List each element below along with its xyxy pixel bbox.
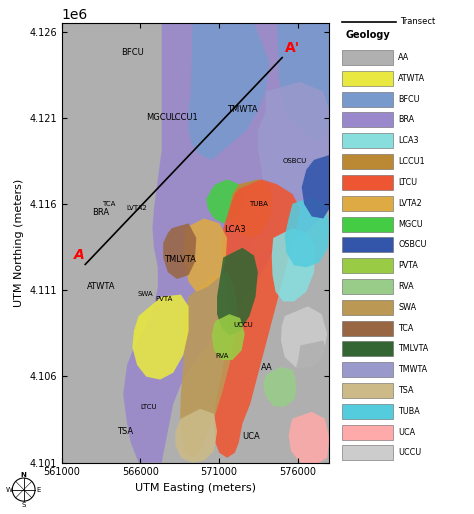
Bar <box>342 50 393 65</box>
Text: Transect: Transect <box>400 17 435 26</box>
Text: PVTA: PVTA <box>398 261 418 270</box>
Polygon shape <box>289 412 329 465</box>
Text: SWA: SWA <box>137 291 153 297</box>
Text: A: A <box>74 248 85 262</box>
Text: TMWTA: TMWTA <box>398 365 428 374</box>
Bar <box>342 362 393 377</box>
Bar <box>342 279 393 294</box>
Text: LCA3: LCA3 <box>224 226 246 234</box>
Bar <box>342 383 393 398</box>
Polygon shape <box>272 228 316 302</box>
Bar <box>342 446 393 461</box>
Text: ATWTA: ATWTA <box>87 282 115 291</box>
Text: UCA: UCA <box>398 428 416 437</box>
Text: OSBCU: OSBCU <box>398 241 427 249</box>
Polygon shape <box>175 409 217 463</box>
Text: TMWTA: TMWTA <box>228 105 258 114</box>
Text: SWA: SWA <box>398 303 417 312</box>
Bar <box>342 425 393 439</box>
Text: UCA: UCA <box>242 432 260 441</box>
Bar <box>342 71 393 86</box>
Polygon shape <box>281 306 327 368</box>
Text: TSA: TSA <box>398 386 414 395</box>
Text: TMLVTA: TMLVTA <box>398 344 428 354</box>
Text: BRA: BRA <box>92 208 109 217</box>
Bar <box>342 154 393 169</box>
Bar <box>342 300 393 315</box>
Polygon shape <box>285 197 329 267</box>
Polygon shape <box>295 341 329 409</box>
Text: Geology: Geology <box>346 30 391 41</box>
Text: LCCU1: LCCU1 <box>171 114 199 122</box>
Text: TCA: TCA <box>398 324 414 333</box>
Text: LVTA2: LVTA2 <box>398 199 422 208</box>
Text: N: N <box>21 472 27 478</box>
Bar <box>342 216 393 231</box>
Polygon shape <box>163 224 196 279</box>
Text: LCA3: LCA3 <box>398 136 419 145</box>
Polygon shape <box>132 295 189 380</box>
Text: TMLVTA: TMLVTA <box>164 255 196 264</box>
Bar <box>342 321 393 336</box>
X-axis label: UTM Easting (meters): UTM Easting (meters) <box>135 483 256 493</box>
Text: LCCU1: LCCU1 <box>398 157 425 166</box>
Text: UCCU: UCCU <box>233 322 253 328</box>
Text: MGCU: MGCU <box>398 219 423 229</box>
Polygon shape <box>123 23 329 463</box>
Polygon shape <box>250 82 329 267</box>
Text: TUBA: TUBA <box>398 407 420 416</box>
Polygon shape <box>263 367 297 407</box>
Text: S: S <box>21 502 26 507</box>
Bar <box>342 404 393 419</box>
Bar <box>342 133 393 148</box>
Text: TSA: TSA <box>117 427 133 436</box>
Circle shape <box>12 478 35 501</box>
Text: ATWTA: ATWTA <box>398 74 426 83</box>
Text: AA: AA <box>261 363 272 372</box>
Polygon shape <box>206 179 245 224</box>
Bar <box>342 237 393 252</box>
Text: RVA: RVA <box>398 282 414 291</box>
Bar <box>342 175 393 190</box>
Text: MGCU: MGCU <box>146 114 172 122</box>
Polygon shape <box>183 218 227 292</box>
Bar <box>342 91 393 106</box>
Polygon shape <box>62 23 329 463</box>
Text: BRA: BRA <box>398 116 414 124</box>
Polygon shape <box>277 23 329 140</box>
Bar <box>342 341 393 356</box>
Bar <box>342 196 393 211</box>
Text: A': A' <box>285 42 301 56</box>
Text: TCA: TCA <box>102 201 116 207</box>
Text: UCCU: UCCU <box>398 449 421 457</box>
Polygon shape <box>302 155 329 218</box>
Text: E: E <box>36 487 41 492</box>
Polygon shape <box>180 272 237 458</box>
Polygon shape <box>217 248 258 336</box>
Y-axis label: UTM Northing (meters): UTM Northing (meters) <box>14 179 24 307</box>
Polygon shape <box>212 314 245 360</box>
Bar <box>342 258 393 273</box>
Text: RVA: RVA <box>216 353 229 359</box>
Polygon shape <box>214 179 300 458</box>
Polygon shape <box>229 179 273 238</box>
Text: OSBCU: OSBCU <box>283 158 307 164</box>
Bar <box>342 113 393 127</box>
Text: W: W <box>6 487 12 492</box>
Text: LTCU: LTCU <box>140 405 156 411</box>
Text: TUBA: TUBA <box>249 201 268 207</box>
Text: AA: AA <box>398 53 410 62</box>
Text: LVTA2: LVTA2 <box>127 205 147 211</box>
Text: PVTA: PVTA <box>155 296 173 302</box>
Text: BFCU: BFCU <box>121 48 144 57</box>
Polygon shape <box>189 23 269 160</box>
Text: LTCU: LTCU <box>398 178 418 187</box>
Text: BFCU: BFCU <box>398 95 420 104</box>
